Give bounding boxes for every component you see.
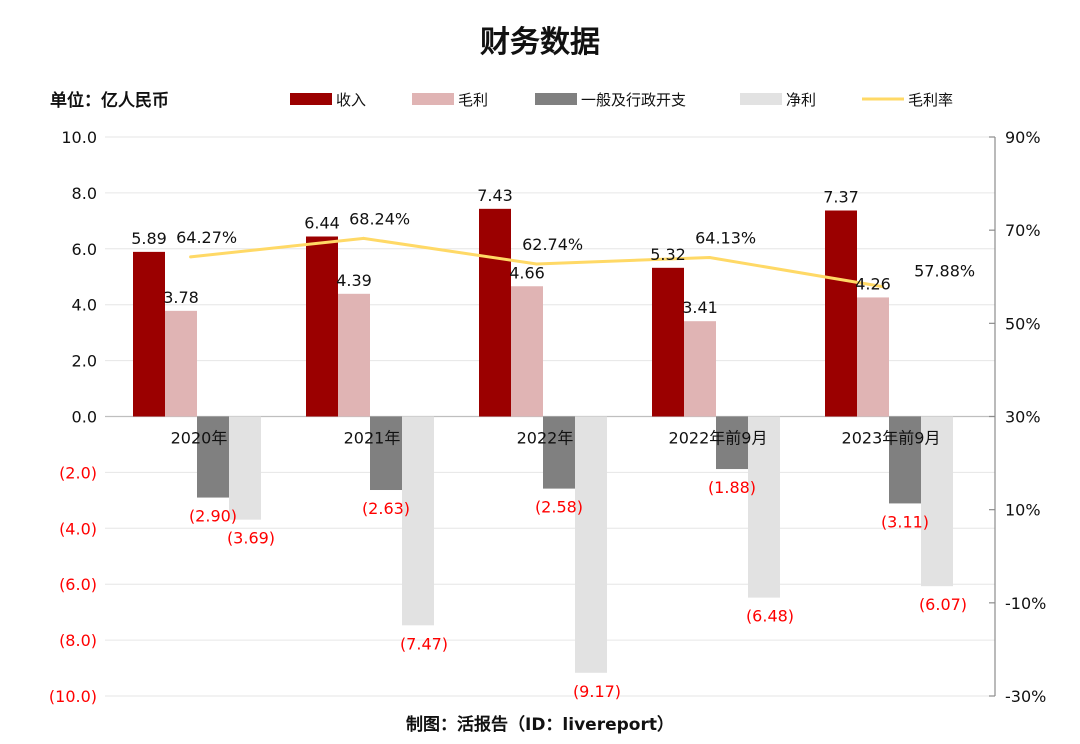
y-left-tick-label: 6.0 [72, 240, 97, 259]
data-labels: 5.89 3.78 (2.90) (3.69) 2020年 6.44 4.39 (2.63) (… [131, 186, 975, 701]
x-category-label: 2022年 [517, 429, 574, 448]
gross-profit-bar [338, 293, 370, 417]
gross-profit-bar-label: 3.78 [163, 288, 199, 307]
legend-label: 一般及行政开支 [581, 91, 686, 109]
y-left-tick-label: 4.0 [72, 296, 97, 315]
ga-expense-bar-label: (3.11) [881, 512, 929, 531]
y-right-tick-label: 30% [1005, 408, 1041, 427]
ga-expense-bar-label: (2.90) [189, 507, 237, 526]
gross-margin-label: 64.13% [695, 229, 756, 248]
gross-profit-bar [857, 297, 889, 417]
legend-swatch-gross-profit [412, 93, 454, 105]
y-right-tick-label: 10% [1005, 501, 1041, 520]
gross-margin-point [535, 262, 539, 266]
net-profit-bar-label: (7.47) [400, 634, 448, 653]
legend-label: 毛利 [458, 91, 488, 109]
y-left-tick-label: 10.0 [61, 128, 97, 147]
gross-margin-point [708, 256, 712, 260]
bars [133, 208, 953, 673]
revenue-bar [825, 210, 857, 417]
revenue-bar-label: 7.43 [477, 186, 513, 205]
ga-expense-bar [543, 416, 575, 489]
y-right-tick-label: -10% [1005, 594, 1046, 613]
gross-profit-bar-label: 4.66 [509, 263, 545, 282]
revenue-bar-label: 6.44 [304, 214, 340, 233]
gross-margin-label: 64.27% [176, 228, 237, 247]
net-profit-bar-label: (6.07) [919, 595, 967, 614]
legend-swatch-ga-expense [535, 93, 577, 105]
net-profit-bar-label: (9.17) [573, 682, 621, 701]
y-left-tick-label: 8.0 [72, 184, 97, 203]
gross-profit-bar [511, 286, 543, 417]
y-left-tick-label: 0.0 [72, 408, 97, 427]
gross-margin-label: 68.24% [349, 209, 410, 228]
revenue-bar [652, 267, 684, 417]
gross-profit-bar-label: 4.26 [855, 274, 891, 293]
net-profit-bar [921, 416, 953, 587]
gross-margin-point [362, 236, 366, 240]
gross-profit-bar-label: 3.41 [682, 298, 718, 317]
y-right-tick-label: -30% [1005, 687, 1046, 706]
gross-profit-bar [684, 321, 716, 417]
legend-swatch-net-profit [740, 93, 782, 105]
y-right-tick-label: 90% [1005, 128, 1041, 147]
net-profit-bar [748, 416, 780, 598]
y-left-tick-label: 2.0 [72, 352, 97, 371]
y-right-tick-label: 50% [1005, 314, 1041, 333]
revenue-bar [133, 251, 165, 417]
net-profit-bar [575, 416, 607, 673]
y-right-tick-label: 70% [1005, 221, 1041, 240]
y-left-tick-label: (6.0) [59, 575, 97, 594]
legend-label: 毛利率 [908, 91, 953, 109]
revenue-bar [479, 208, 511, 417]
source-note: 制图：活报告（ID：livereport） [406, 714, 674, 735]
ga-expense-bar-label: (2.58) [535, 498, 583, 517]
net-profit-bar-label: (3.69) [227, 529, 275, 548]
gross-margin-label: 62.74% [522, 235, 583, 254]
ga-expense-bar [197, 416, 229, 498]
x-category-label: 2021年 [344, 429, 401, 448]
gross-margin-point [189, 255, 193, 259]
y-left-tick-label: (2.0) [59, 463, 97, 482]
ga-expense-bar [889, 416, 921, 504]
gross-margin-label: 57.88% [914, 262, 975, 281]
ga-expense-bar-label: (2.63) [362, 499, 410, 518]
chart-title: 财务数据 [480, 25, 600, 60]
ga-expense-bar [716, 416, 748, 470]
unit-label: 单位：亿人民币 [50, 90, 169, 111]
ga-expense-bar [370, 416, 402, 491]
revenue-bar-label: 5.89 [131, 229, 167, 248]
legend-label: 净利 [786, 91, 816, 109]
ga-expense-bar-label: (1.88) [708, 478, 756, 497]
net-profit-bar [229, 416, 261, 520]
x-category-label: 2023年前9月 [842, 429, 941, 448]
gross-profit-bar [165, 310, 197, 417]
gross-margin-point [881, 285, 885, 289]
legend-label: 收入 [336, 91, 366, 109]
x-category-label: 2020年 [171, 429, 228, 448]
legend-swatch-revenue [290, 93, 332, 105]
net-profit-bar [402, 416, 434, 626]
net-profit-bar-label: (6.48) [746, 607, 794, 626]
revenue-bar [306, 236, 338, 417]
margin-line [189, 236, 885, 289]
revenue-bar-label: 7.37 [823, 188, 859, 207]
revenue-bar-label: 5.32 [650, 245, 686, 264]
y-left-tick-label: (10.0) [49, 687, 97, 706]
y-left-tick-label: (8.0) [59, 631, 97, 650]
gross-profit-bar-label: 4.39 [336, 271, 372, 290]
y-left-tick-label: (4.0) [59, 519, 97, 538]
legend: 收入 毛利 一般及行政开支 净利 毛利率 [290, 91, 953, 109]
x-category-label: 2022年前9月 [669, 429, 768, 448]
